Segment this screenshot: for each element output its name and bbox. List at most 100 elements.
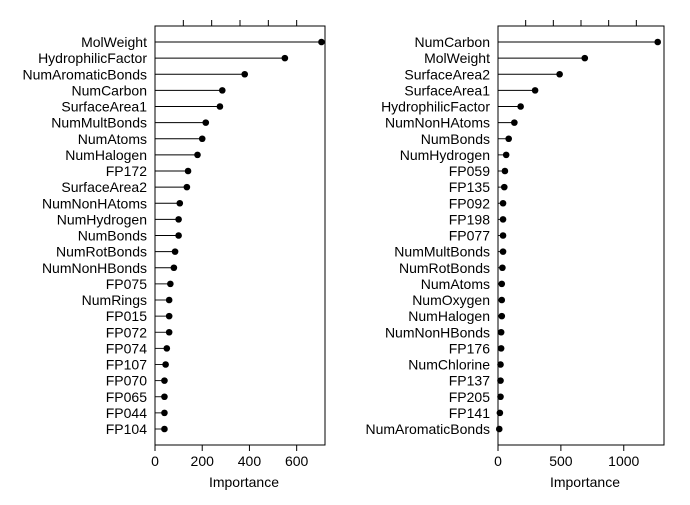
x-tick-label: 600 [285,453,309,469]
category-label: NumMultBonds [394,244,490,260]
importance-point [498,296,506,304]
category-label: NumNonHAtoms [42,195,147,211]
importance-point [556,70,563,78]
importance-point [500,183,508,191]
importance-point [165,296,173,304]
category-label: SurfaceArea2 [61,179,147,195]
category-label: NumHydrogen [400,147,490,163]
category-label: FP075 [106,276,147,292]
importance-point [502,151,510,159]
category-label: NumBonds [78,228,147,244]
category-label: HydrophilicFactor [381,99,490,115]
category-label: FP135 [449,179,490,195]
importance-point [161,377,168,384]
importance-point [499,216,507,223]
x-tick-label: 500 [549,453,573,469]
importance-point [501,167,509,175]
importance-point [581,54,589,62]
category-label: SurfaceArea1 [61,99,147,115]
importance-point [531,87,539,94]
category-label: NumCarbon [72,82,147,98]
importance-point [171,248,179,255]
category-label: FP141 [449,405,490,421]
importance-point [216,103,224,110]
importance-point [175,216,182,223]
category-label: NumAtoms [78,131,147,147]
category-label: NumRotBonds [56,244,147,260]
importance-point [318,38,325,46]
category-label: FP015 [106,308,147,324]
importance-point [183,183,191,191]
importance-point [499,232,507,239]
importance-point [517,103,524,110]
category-label: MolWeight [81,34,147,50]
x-axis-title: Importance [209,474,279,490]
importance-point [176,199,184,207]
importance-point [497,328,505,336]
importance-point [161,425,168,433]
category-label: FP070 [106,373,147,389]
x-tick-label: 0 [151,453,159,469]
x-tick-label: 200 [191,453,215,469]
category-label: FP176 [449,340,490,356]
importance-point [218,87,226,94]
category-label: FP205 [449,389,490,405]
category-label: FP104 [106,421,147,437]
category-label: NumNonHBonds [385,324,490,340]
category-label: NumBonds [421,131,490,147]
category-label: NumHalogen [65,147,147,163]
category-label: FP044 [106,405,147,421]
importance-point [497,377,504,384]
importance-point [241,70,249,78]
x-tick-label: 0 [494,453,502,469]
category-label: NumCarbon [415,34,490,50]
category-label: NumHydrogen [57,211,147,227]
category-label: FP107 [106,357,147,373]
category-label: FP198 [449,211,490,227]
importance-point [167,280,174,288]
importance-point [170,264,178,272]
category-label: NumAromaticBonds [366,421,491,437]
category-label: SurfaceArea1 [404,82,490,98]
importance-point [499,199,507,207]
category-label: FP059 [449,163,490,179]
plot-frame [497,25,665,446]
importance-point [165,312,173,320]
importance-point [194,151,201,159]
importance-point [202,119,210,126]
chart-panel-1: 0 200 400 600 Importance MolWeightHydrophilic… [23,20,326,490]
category-label: NumRotBonds [399,260,490,276]
importance-point [496,409,504,417]
importance-point [161,393,168,401]
category-label: NumHalogen [408,308,490,324]
category-label: NumAtoms [421,276,490,292]
category-label: NumChlorine [408,357,490,373]
chart-panel-2: 0 500 1000ImportanceNumCarbonMolWeightSurf… [366,20,665,490]
category-label: NumNonHAtoms [385,115,490,131]
category-label: FP072 [106,324,147,340]
category-label: NumMultBonds [51,115,147,131]
importance-point [198,135,206,143]
category-label: NumOxygen [412,292,490,308]
importance-point [161,409,168,417]
importance-point [163,345,171,352]
category-label: NumAromaticBonds [23,66,148,82]
importance-point [498,280,506,288]
importance-point [497,393,504,401]
importance-point [654,38,662,46]
importance-point [184,167,192,175]
importance-point [495,425,503,433]
importance-point [175,232,182,239]
category-label: FP092 [449,195,490,211]
category-label: FP074 [106,340,147,356]
importance-point [511,119,518,126]
importance-point [281,54,289,62]
importance-point [162,361,169,368]
category-label: FP077 [449,228,490,244]
x-tick-label: 1000 [608,453,639,469]
category-label: FP065 [106,389,147,405]
x-axis-title: Importance [550,474,620,490]
importance-point [505,135,512,143]
category-label: HydrophilicFactor [38,50,147,66]
